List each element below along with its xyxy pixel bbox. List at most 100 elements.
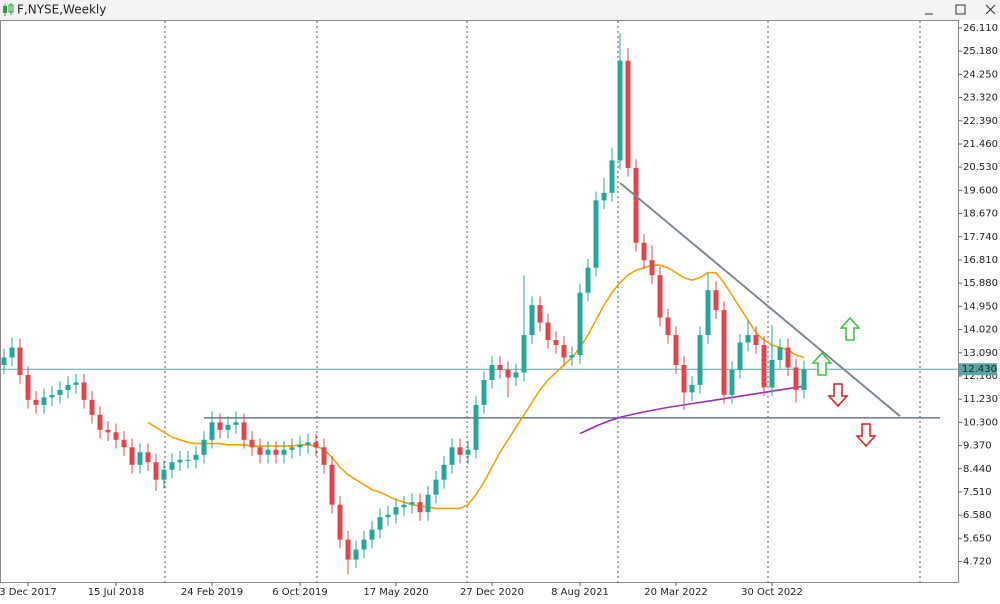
maximize-button[interactable] [955, 4, 966, 15]
candle-body [105, 429, 111, 433]
candle-body [433, 479, 439, 495]
candle-body [25, 374, 31, 400]
candle-body [41, 397, 47, 405]
candle-body [1, 357, 7, 365]
candle-body [81, 382, 87, 400]
candle-body [73, 382, 79, 385]
candle-body [505, 369, 511, 378]
y-tick-label: 21.460 [963, 139, 998, 150]
candle-body [9, 347, 15, 358]
candle-body [145, 452, 151, 463]
candle-body [225, 424, 231, 430]
candle-body [121, 439, 127, 448]
candle-body [609, 160, 615, 193]
window-buttons[interactable] [925, 4, 996, 15]
x-tick-label: 17 May 2020 [363, 587, 428, 598]
candle-body [489, 364, 495, 380]
candle-body [17, 347, 23, 375]
y-tick-label: 5.650 [963, 533, 992, 544]
signal-arrows [811, 316, 877, 448]
candle-body [345, 539, 351, 560]
title-bar [0, 0, 1000, 20]
candle-body [593, 200, 599, 268]
candle-body [177, 459, 183, 463]
moving-average [579, 385, 805, 435]
candle-body [521, 335, 527, 373]
window-title: F,NYSE,Weekly [17, 3, 106, 17]
y-tick-label: 14.950 [963, 301, 998, 312]
close-button[interactable] [985, 4, 996, 15]
candle-body [185, 459, 191, 461]
y-tick-label: 24.250 [963, 69, 998, 80]
candle-body [321, 447, 327, 465]
candle-body [657, 275, 663, 318]
candle-body [337, 504, 343, 540]
candle-body [113, 432, 119, 440]
candle-body [481, 379, 487, 405]
up-arrow [839, 316, 861, 341]
candle-body [297, 444, 303, 448]
candle-body [289, 447, 295, 450]
last-price-label: 12.430 [962, 364, 997, 375]
candle-body [369, 529, 375, 540]
candle-body [585, 267, 591, 293]
candle-body [801, 369, 807, 390]
x-tick-label: 24 Feb 2019 [181, 587, 243, 598]
down-arrow [855, 423, 877, 448]
candle-body [601, 192, 607, 201]
x-tick-label: 27 Dec 2020 [460, 587, 524, 598]
candle-body [793, 367, 799, 390]
candle-body [65, 384, 71, 390]
candle-body [393, 507, 399, 515]
candle-body [705, 290, 711, 336]
candle-body [193, 454, 199, 460]
candle-body [265, 449, 271, 455]
candle-body [33, 399, 39, 405]
candle-body [649, 260, 655, 276]
y-tick-label: 6.580 [963, 510, 992, 521]
down-arrow [827, 383, 849, 408]
chart-icon [3, 3, 14, 16]
y-tick-label: 13.090 [963, 348, 998, 359]
y-tick-label: 26.110 [963, 23, 998, 34]
candle-body [777, 347, 783, 360]
candle-body [641, 242, 647, 261]
candle-body [361, 539, 367, 550]
candle-body [305, 442, 311, 445]
y-tick-label: 7.510 [963, 487, 992, 498]
x-tick-label: 15 Jul 2018 [88, 587, 145, 598]
candle-body [129, 447, 135, 465]
candle-body [441, 464, 447, 480]
y-tick-label: 12.160 [963, 371, 998, 382]
x-tick-label: 3 Dec 2017 [0, 587, 57, 598]
y-tick-label: 17.740 [963, 232, 998, 243]
candle-body [545, 322, 551, 341]
candle-body [673, 335, 679, 365]
candle-body [569, 355, 575, 358]
candle-body [577, 292, 583, 356]
y-tick-label: 4.720 [963, 557, 992, 568]
candle-body [497, 364, 503, 370]
y-tick-label: 14.020 [963, 325, 998, 336]
candle-body [561, 345, 567, 358]
candle-body [409, 502, 415, 505]
candle-body [209, 422, 215, 440]
candle-body [457, 447, 463, 455]
candle-body [241, 422, 247, 440]
candle-body [353, 549, 359, 560]
candle-body [89, 399, 95, 415]
candle-body [633, 167, 639, 243]
y-tick-label: 18.670 [963, 209, 998, 220]
candle-body [425, 494, 431, 513]
x-tick-label: 30 Oct 2022 [741, 587, 803, 598]
candle-body [313, 442, 319, 448]
candle-body [281, 449, 287, 455]
candle-body [449, 447, 455, 465]
x-tick-label: 20 Mar 2022 [644, 587, 707, 598]
y-tick-label: 20.530 [963, 162, 998, 173]
x-tick-label: 6 Oct 2019 [272, 587, 327, 598]
y-tick-label: 23.320 [963, 93, 998, 104]
candle-body [473, 404, 479, 450]
candle-body [257, 447, 263, 455]
